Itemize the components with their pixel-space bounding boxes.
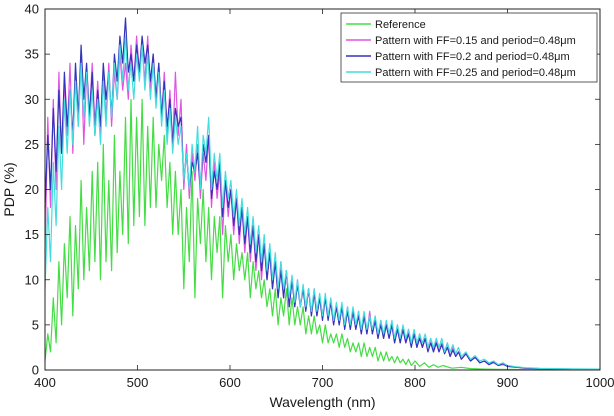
legend: Reference Pattern with FF=0.15 and perio… — [340, 12, 598, 83]
tick-layer: 400 500 600 700 800 900 1000 0 5 10 15 20 25 30 35 40 — [25, 2, 614, 391]
x-tick-label: 500 — [127, 375, 149, 390]
legend-box — [340, 12, 598, 83]
y-tick-label: 10 — [25, 272, 39, 287]
x-tick-label: 700 — [312, 375, 334, 390]
legend-label-ff015: Pattern with FF=0.15 and period=0.48μm — [375, 35, 576, 47]
legend-label-ff02: Pattern with FF=0.2 and period=0.48μm — [375, 51, 570, 63]
x-tick-label: 1000 — [586, 375, 614, 390]
y-tick-label: 30 — [25, 92, 39, 107]
y-tick-label: 15 — [25, 227, 39, 242]
x-tick-label: 900 — [497, 375, 519, 390]
legend-label-reference: Reference — [375, 19, 426, 31]
legend-label-ff025: Pattern with FF=0.25 and period=0.48μm — [375, 67, 576, 79]
series-line-2 — [44, 17, 600, 370]
x-tick-label: 800 — [404, 375, 426, 390]
y-tick-label: 25 — [25, 137, 39, 152]
y-tick-label: 20 — [25, 182, 39, 197]
y-tick-label: 5 — [32, 317, 39, 332]
series-line-0 — [44, 98, 600, 371]
y-tick-label: 40 — [25, 2, 39, 17]
x-tick-label: 600 — [219, 375, 241, 390]
x-axis-label: Wavelength (nm) — [269, 394, 375, 410]
x-tick-label: 400 — [34, 375, 56, 390]
series-layer — [44, 17, 601, 371]
series-line-3 — [44, 35, 601, 370]
y-axis-label: PDP (%) — [1, 162, 17, 216]
y-tick-label: 0 — [32, 363, 39, 378]
y-tick-label: 35 — [25, 47, 39, 62]
